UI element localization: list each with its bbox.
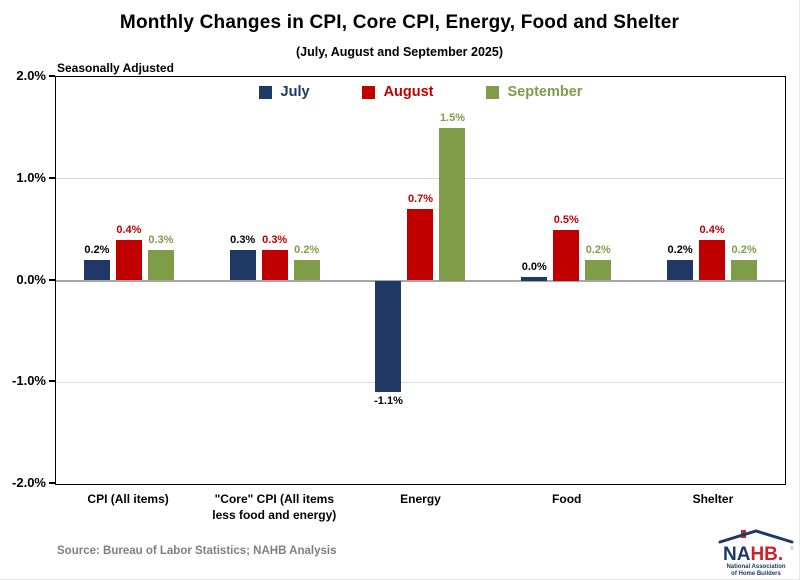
svg-text:National Association: National Association: [726, 564, 785, 570]
legend-item-july: July: [258, 84, 310, 100]
y-axis-tick-mark: [49, 482, 55, 484]
chart-title: Monthly Changes in CPI, Core CPI, Energy…: [119, 12, 680, 33]
y-axis-tick-label: 2.0%: [16, 68, 46, 83]
bar-value-label: 0.3%: [148, 233, 174, 246]
bar-august-3: [407, 209, 434, 281]
bar-value-label: 0.5%: [553, 213, 579, 226]
y-axis-tick-mark: [49, 75, 55, 77]
bar-august-5: [699, 239, 726, 281]
bar-value-label: 0.2%: [667, 244, 693, 257]
bar-value-label: 0.2%: [294, 244, 320, 257]
bar-july-1: [83, 260, 110, 281]
bar-august-1: [115, 239, 142, 281]
august-swatch-icon: [361, 85, 375, 99]
gridline: [56, 381, 785, 383]
svg-text:NAHB.: NAHB.: [723, 544, 783, 565]
svg-text:®: ®: [790, 545, 794, 552]
y-axis-tick-mark: [49, 278, 55, 281]
bar-groups: 0.2% 0.4% 0.3% 0.3% 0.3% 0.2% -1.1% 0.7% 1.5% 0.0…: [56, 77, 785, 484]
legend-label-september: September: [507, 84, 583, 100]
bar-value-label: 0.4%: [116, 223, 142, 236]
bar-value-label: 0.7%: [407, 193, 434, 206]
bar-august-4: [553, 229, 580, 281]
chart-subtitle: (July, August and September 2025): [296, 45, 503, 59]
bar-value-label: 0.3%: [230, 233, 256, 246]
bar-group-2: 0.3% 0.3% 0.2%: [202, 77, 348, 484]
category-label-food: Food: [552, 492, 582, 506]
y-axis-tick-label: -1.0%: [12, 373, 46, 389]
svg-text:of Home Builders: of Home Builders: [731, 571, 781, 577]
bar-september-3: [439, 127, 466, 281]
bar-value-label: 0.2%: [731, 244, 757, 257]
category-label-cpi: CPI (All items): [87, 492, 169, 506]
plot-area: July August September 0.2% 0.4% 0.3% 0.3% 0.…: [55, 76, 786, 485]
category-label-shelter: Shelter: [692, 492, 734, 506]
y-axis-tick-label: -2.0%: [12, 475, 46, 490]
bar-value-label: 0.4%: [699, 223, 725, 236]
bar-group-5: 0.2% 0.4% 0.2%: [639, 77, 785, 484]
july-swatch-icon: [258, 85, 272, 99]
legend-label-august: August: [383, 84, 434, 100]
bar-value-label: 0.0%: [521, 260, 547, 273]
bar-group-4: 0.0% 0.5% 0.2%: [493, 77, 639, 484]
x-axis-category-labels: CPI (All items) "Core" CPI (All items le…: [55, 492, 786, 523]
bar-august-2: [261, 249, 288, 281]
bar-value-label: 0.3%: [262, 233, 288, 246]
bar-value-label: 1.5%: [439, 111, 466, 124]
bar-september-1: [147, 249, 174, 281]
bar-group-1: 0.2% 0.4% 0.3%: [56, 77, 202, 484]
bar-july-5: [667, 260, 694, 281]
seasonally-adjusted-note: Seasonally Adjusted: [57, 61, 174, 75]
bar-july-3: [375, 280, 402, 393]
chart-legend: July August September: [56, 84, 785, 100]
bar-group-3: -1.1% 0.7% 1.5%: [348, 77, 494, 484]
y-axis-tick-mark: [49, 176, 55, 179]
nahb-logo: NAHB. ® National Association of Home Bui…: [718, 529, 794, 577]
bar-july-2: [229, 249, 256, 281]
bar-july-4: [521, 276, 548, 281]
y-axis-tick-mark: [49, 380, 55, 383]
bar-september-5: [731, 260, 758, 281]
y-axis-tick-label: 1.0%: [16, 169, 46, 185]
zero-gridline: [56, 279, 785, 282]
legend-label-july: July: [280, 84, 310, 100]
category-label-energy: Energy: [400, 492, 441, 506]
bar-value-label: 0.2%: [84, 244, 110, 257]
source-note: Source: Bureau of Labor Statistics; NAHB…: [57, 545, 337, 557]
legend-item-september: September: [485, 84, 583, 100]
legend-item-august: August: [361, 84, 434, 100]
bar-value-label: -1.1%: [374, 395, 403, 408]
gridline: [56, 178, 785, 180]
bar-september-4: [585, 260, 612, 281]
y-axis-tick-label: 0.0%: [16, 271, 46, 287]
september-swatch-icon: [485, 85, 499, 99]
bar-value-label: 0.2%: [585, 244, 611, 257]
bar-september-2: [293, 260, 320, 281]
category-label-core-cpi: "Core" CPI (All items less food and ener…: [212, 492, 337, 522]
logo-roof-icon: [718, 529, 794, 544]
